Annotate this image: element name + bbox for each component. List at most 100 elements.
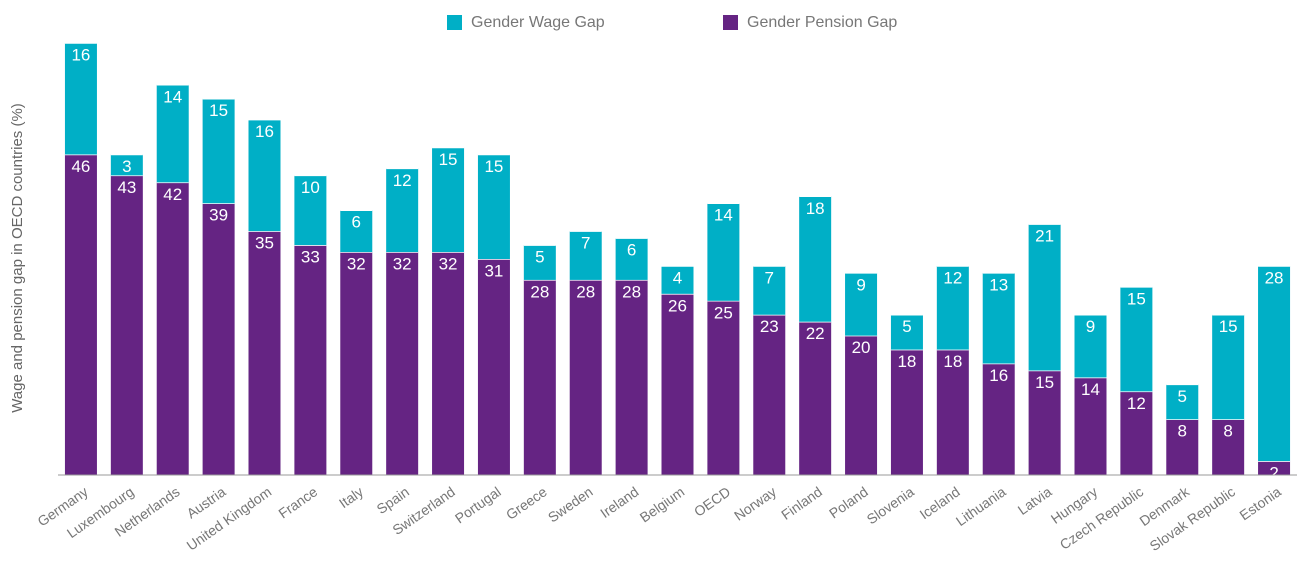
value-label: 18 [806, 199, 825, 218]
bar-segment [1166, 419, 1199, 475]
bar-segment [707, 203, 740, 301]
legend-label: Gender Pension Gap [747, 14, 897, 31]
bar-segment [1166, 384, 1199, 420]
bar-segment [753, 265, 786, 315]
value-label: 32 [439, 255, 458, 274]
bar-segment [156, 84, 189, 183]
value-label: 35 [255, 234, 274, 253]
value-label: 5 [1178, 387, 1187, 406]
bar-segment [248, 119, 281, 232]
value-label: 16 [989, 366, 1008, 385]
bar-segment [202, 203, 235, 476]
bar-segment [1212, 419, 1245, 475]
bar-segment [799, 196, 832, 322]
x-tick-label: Sweden [545, 483, 596, 525]
bar-segment [294, 175, 327, 246]
value-label: 4 [673, 268, 682, 287]
bar-segment [753, 314, 786, 475]
x-tick-label: France [275, 483, 320, 521]
value-label: 15 [1219, 317, 1238, 336]
bar-segment [340, 252, 373, 475]
bar-segment [477, 154, 510, 259]
bar-segment [294, 245, 327, 475]
value-label: 5 [535, 248, 544, 267]
value-label: 8 [1223, 422, 1232, 441]
bar-segment [982, 363, 1015, 475]
x-tick-label: Belgium [637, 483, 688, 525]
bar-segment [523, 245, 556, 280]
bar-segment [936, 265, 969, 350]
value-label: 10 [301, 178, 320, 197]
bar-segment [569, 231, 602, 280]
value-label: 22 [806, 324, 825, 343]
bar-segment [386, 252, 419, 475]
value-label: 21 [1035, 227, 1054, 246]
value-label: 3 [122, 157, 131, 176]
bar-segment [1074, 314, 1107, 378]
value-label: 16 [255, 122, 274, 141]
value-label: 32 [393, 255, 412, 274]
bar-segment [340, 210, 373, 253]
value-label: 32 [347, 255, 366, 274]
y-axis-label: Wage and pension gap in OECD countries (… [9, 103, 26, 413]
legend-swatch [723, 15, 738, 30]
bar-segment [110, 154, 143, 176]
bar-segment [1212, 314, 1245, 420]
bar-segment [661, 293, 694, 475]
bar-segment [1028, 370, 1061, 475]
bar-segment [432, 147, 465, 253]
value-label: 8 [1178, 422, 1187, 441]
value-label: 9 [856, 275, 865, 294]
value-label: 26 [668, 296, 687, 315]
bar-segment [890, 314, 923, 350]
value-label: 28 [622, 282, 641, 301]
value-label: 20 [852, 338, 871, 357]
bar-segment [523, 279, 556, 475]
value-label: 5 [902, 317, 911, 336]
x-tick-label: Czech Republic [1057, 483, 1147, 552]
bar-segment [64, 154, 97, 475]
bar-segment [1258, 461, 1291, 475]
x-tick-label: Finland [778, 483, 825, 522]
x-tick-label: Portugal [452, 483, 504, 526]
value-label: 12 [1127, 394, 1146, 413]
x-tick-label: OECD [691, 483, 733, 519]
legend-swatch [447, 15, 462, 30]
value-label: 42 [163, 185, 182, 204]
value-label: 28 [1265, 268, 1284, 287]
bar-segment [569, 279, 602, 475]
value-label: 7 [581, 234, 590, 253]
value-label: 46 [71, 157, 90, 176]
bar-segment [202, 98, 235, 204]
x-tick-label: Greece [503, 483, 550, 523]
value-label: 14 [163, 87, 182, 106]
bar-segment [845, 335, 878, 475]
value-label: 13 [989, 275, 1008, 294]
value-label: 28 [530, 282, 549, 301]
value-label: 31 [484, 261, 503, 280]
bar-segment [845, 272, 878, 336]
bar-segment [110, 175, 143, 476]
x-tick-label: Norway [731, 483, 779, 523]
value-label: 12 [393, 171, 412, 190]
bar-segment [982, 272, 1015, 364]
value-label: 23 [760, 317, 779, 336]
bar-segment [936, 349, 969, 475]
value-label: 12 [943, 268, 962, 287]
bar-segment [1120, 286, 1153, 392]
value-label: 18 [897, 352, 916, 371]
bar-segment [386, 168, 419, 253]
bar-segment [707, 300, 740, 475]
bar-segment [890, 349, 923, 475]
bar-segment [64, 43, 97, 155]
value-label: 9 [1086, 317, 1095, 336]
value-label: 7 [765, 268, 774, 287]
value-label: 18 [943, 352, 962, 371]
value-label: 6 [627, 241, 636, 260]
value-label: 6 [352, 213, 361, 232]
value-label: 15 [1035, 373, 1054, 392]
legend-label: Gender Wage Gap [471, 14, 605, 31]
value-label: 14 [1081, 380, 1100, 399]
x-tick-label: Ireland [597, 483, 641, 521]
